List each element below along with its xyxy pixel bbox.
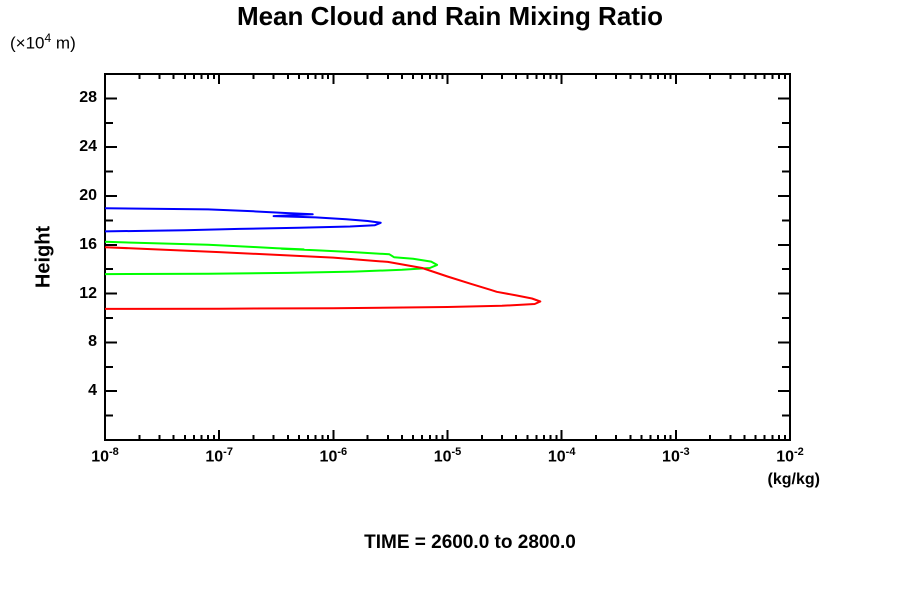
y-unit-prefix: (×10 — [10, 33, 45, 53]
x-tick-label: 10-7 — [205, 446, 233, 466]
y-unit-suffix: m) — [51, 33, 76, 53]
contour-blue — [104, 207, 382, 233]
x-tick-label: 10-2 — [776, 446, 804, 466]
x-axis-unit-label: (kg/kg) — [767, 471, 820, 488]
plot-frame — [104, 73, 791, 441]
contour-curves — [104, 207, 542, 310]
x-tick-exponent: -6 — [337, 446, 348, 458]
y-unit-exponent: 4 — [44, 31, 52, 45]
chart-title: Mean Cloud and Rain Mixing Ratio — [236, 1, 664, 31]
x-tick-label: 10-8 — [91, 446, 119, 466]
x-tick-exponent: -4 — [565, 446, 576, 458]
y-axis-unit-label: (×104 m) — [10, 31, 76, 54]
x-tick-label: 10-5 — [434, 446, 462, 466]
y-tick-label: 4 — [88, 382, 97, 400]
x-tick-base: 10 — [91, 448, 110, 466]
y-tick-label: 16 — [79, 235, 97, 253]
x-tick-base: 10 — [319, 448, 338, 466]
x-tick-exponent: -2 — [794, 446, 804, 458]
y-tick-label: 20 — [79, 187, 97, 204]
x-tick-base: 10 — [547, 448, 566, 466]
y-tick-label: 12 — [79, 284, 97, 302]
x-tick-base: 10 — [776, 448, 795, 466]
y-axis-ticks — [105, 97, 790, 417]
x-tick-exponent: -8 — [109, 446, 119, 458]
y-tick-label: 28 — [79, 89, 97, 107]
x-tick-label: 10-4 — [548, 446, 576, 466]
x-tick-label: 10-6 — [320, 446, 348, 466]
x-tick-exponent: -5 — [451, 446, 462, 458]
time-caption: TIME = 2600.0 to 2800.0 — [364, 532, 576, 553]
x-tick-base: 10 — [205, 448, 224, 466]
y-tick-label: 8 — [88, 333, 97, 351]
y-tick-label: 24 — [79, 138, 97, 156]
contour-green — [104, 240, 439, 276]
x-tick-label: 10-3 — [662, 446, 690, 466]
contour-red — [104, 246, 542, 310]
x-tick-base: 10 — [433, 448, 452, 466]
x-tick-exponent: -7 — [223, 446, 233, 458]
x-axis-ticks — [104, 74, 791, 440]
x-tick-exponent: -3 — [679, 446, 690, 458]
x-tick-base: 10 — [662, 448, 680, 466]
